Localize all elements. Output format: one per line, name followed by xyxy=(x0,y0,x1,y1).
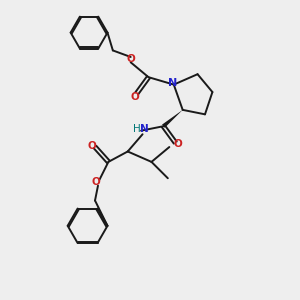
Text: N: N xyxy=(140,124,148,134)
Text: N: N xyxy=(168,78,177,88)
Text: O: O xyxy=(88,140,96,151)
Polygon shape xyxy=(162,110,183,128)
Text: O: O xyxy=(174,139,183,149)
Text: O: O xyxy=(126,54,135,64)
Text: O: O xyxy=(131,92,140,101)
Text: O: O xyxy=(92,177,100,187)
Text: H: H xyxy=(133,124,140,134)
